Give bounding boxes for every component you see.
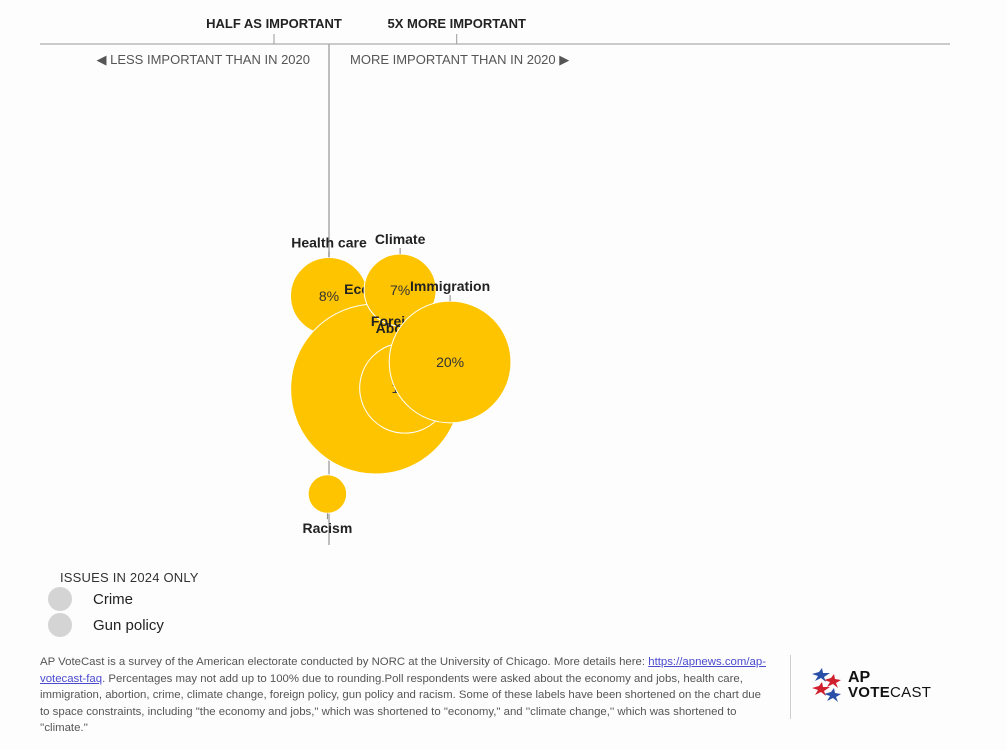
legend-label-gun-policy: Gun policy <box>93 616 164 634</box>
logo-ap-text: AP <box>848 669 871 686</box>
x-tick-label-0: HALF AS IMPORTANT <box>206 16 342 31</box>
bubble-group-racism: Racism <box>302 474 352 536</box>
axis-ticks: HALF AS IMPORTANT 5X MORE IMPORTANT <box>206 16 526 44</box>
legend-item-gun-policy: Gun policy <box>48 613 348 637</box>
legend-item-crime: Crime <box>48 587 348 611</box>
footnote: AP VoteCast is a survey of the American … <box>40 654 770 737</box>
votecast-faq-link[interactable]: https://apnews.com/ap-votecast-faq <box>40 656 766 685</box>
legend-label-crime: Crime <box>93 590 133 608</box>
footer-divider <box>790 655 791 719</box>
legend: ISSUES IN 2024 ONLY Crime Gun policy <box>48 570 348 637</box>
bubble-value-climate: 7% <box>390 282 410 298</box>
bubble-group-immigration: Immigration 20% <box>388 278 512 424</box>
legend-swatch-gun-policy <box>48 613 72 637</box>
bubble-label-immigration: Immigration <box>410 278 490 294</box>
less-important-label: ◀ LESS IMPORTANT THAN IN 2020 <box>97 52 311 67</box>
bubbles: Health care8%Economy39%Climate7%Abortion… <box>290 231 512 536</box>
footnote-text-after: . Percentages may not add up to 100% due… <box>40 672 761 735</box>
more-important-label: MORE IMPORTANT THAN IN 2020 ▶ <box>350 52 569 67</box>
stars-logo-icon <box>812 668 841 702</box>
logo-vote-text: VOTE <box>848 684 891 701</box>
bubble-racism <box>307 474 348 514</box>
ap-votecast-logo: AP VOTECAST <box>810 668 931 702</box>
bubble-label-health-care: Health care <box>291 235 367 251</box>
bubble-value-health-care: 8% <box>319 288 339 304</box>
logo-votecast-text: VOTECAST <box>848 685 931 700</box>
footnote-text-before: AP VoteCast is a survey of the American … <box>40 656 649 668</box>
x-tick-label-1: 5X MORE IMPORTANT <box>387 16 525 31</box>
logo-wordmark: AP VOTECAST <box>848 669 931 701</box>
bubble-label-racism: Racism <box>302 520 352 536</box>
bubble-value-immigration: 20% <box>436 354 464 370</box>
bubble-group-climate: Climate 7% <box>363 231 437 327</box>
legend-swatch-crime <box>48 587 72 611</box>
bubble-chart: HALF AS IMPORTANT 5X MORE IMPORTANT ◀ LES… <box>40 16 950 545</box>
legend-title: ISSUES IN 2024 ONLY <box>60 570 199 585</box>
bubble-label-climate: Climate <box>375 231 426 247</box>
logo-cast-text: CAST <box>890 684 932 701</box>
